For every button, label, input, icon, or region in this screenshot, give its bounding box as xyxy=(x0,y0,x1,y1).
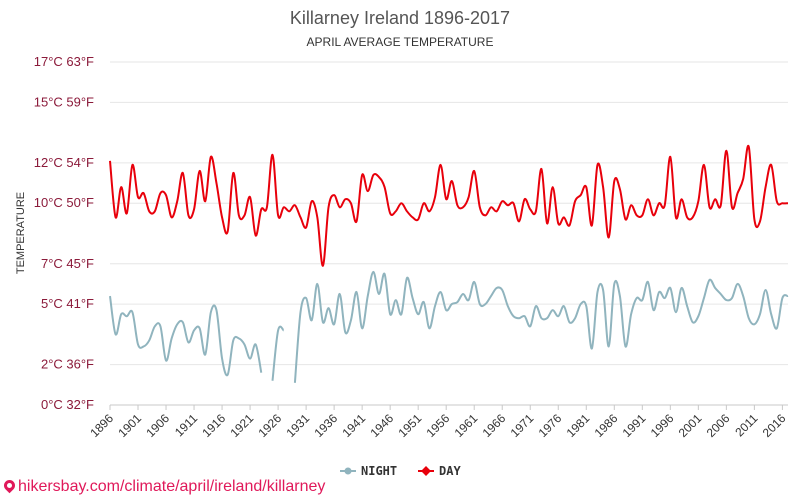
x-tick-label: 1921 xyxy=(227,411,256,440)
x-tick-label: 1931 xyxy=(283,411,312,440)
series-line-night[interactable] xyxy=(293,270,789,383)
y-axis-label: TEMPERATURE xyxy=(15,192,27,274)
x-axis: 1896 1901 1906 1911 1916 1921 1926 1931 1936 1941… xyxy=(87,404,789,440)
x-tick-label: 1986 xyxy=(592,411,621,440)
x-tick-label: 1916 xyxy=(199,411,228,440)
watermark-text: hikersbay.com/climate/april/ireland/kill… xyxy=(18,478,326,495)
legend[interactable]: NIGHT DAY xyxy=(340,464,461,478)
grid xyxy=(110,61,788,406)
x-tick-label: 1971 xyxy=(508,411,537,440)
y-tick-label: 5°C 41°F xyxy=(41,296,94,311)
location-pin-icon xyxy=(1,477,18,494)
series-lines xyxy=(109,144,789,383)
x-tick-label: 1951 xyxy=(396,411,425,440)
x-tick-label: 1946 xyxy=(368,411,397,440)
legend-item-night[interactable]: NIGHT xyxy=(340,464,397,478)
x-tick-label: 1981 xyxy=(564,411,593,440)
series-line-night[interactable] xyxy=(109,295,263,377)
y-tick-label: 10°C 50°F xyxy=(34,195,94,210)
x-tick-label: 1941 xyxy=(339,411,368,440)
legend-label: DAY xyxy=(439,464,461,478)
y-tick-label: 15°C 59°F xyxy=(34,94,94,109)
series-line-day[interactable] xyxy=(109,144,789,267)
legend-label: NIGHT xyxy=(361,464,397,478)
x-tick-label: 2011 xyxy=(732,411,760,439)
x-tick-label: 1911 xyxy=(172,411,200,439)
y-tick-label: 7°C 45°F xyxy=(41,256,94,271)
y-tick-label: 0°C 32°F xyxy=(41,397,94,412)
legend-marker-circle xyxy=(344,467,352,475)
chart-title: Killarney Ireland 1896-2017 xyxy=(290,8,510,28)
y-tick-label: 17°C 63°F xyxy=(34,54,94,69)
x-tick-label: 2016 xyxy=(760,411,789,440)
y-axis-ticks: 0°C 32°F 2°C 36°F 5°C 41°F 7°C 45°F 10°C 50°… xyxy=(34,54,94,412)
legend-item-day[interactable]: DAY xyxy=(418,464,461,478)
x-tick-label: 1956 xyxy=(424,411,453,440)
x-tick-label: 1966 xyxy=(480,411,509,440)
legend-marker-diamond xyxy=(421,466,431,476)
x-tick-label: 1996 xyxy=(648,411,677,440)
y-tick-label: 12°C 54°F xyxy=(34,155,94,170)
x-tick-label: 2006 xyxy=(704,411,733,440)
x-tick-label: 1906 xyxy=(143,411,172,440)
x-tick-label: 1896 xyxy=(87,411,116,440)
watermark[interactable]: hikersbay.com/climate/april/ireland/kill… xyxy=(1,477,326,496)
x-tick-label: 1926 xyxy=(255,411,284,440)
series-line-night[interactable] xyxy=(271,325,285,381)
y-tick-label: 2°C 36°F xyxy=(41,357,94,372)
x-tick-label: 1991 xyxy=(620,411,649,440)
x-tick-label: 1936 xyxy=(311,411,340,440)
x-tick-label: 1901 xyxy=(115,411,144,440)
x-tick-label: 2001 xyxy=(676,411,705,440)
x-tick-label: 1961 xyxy=(452,411,481,440)
x-tick-label: 1976 xyxy=(536,411,565,440)
chart-subtitle: APRIL AVERAGE TEMPERATURE xyxy=(307,35,494,49)
